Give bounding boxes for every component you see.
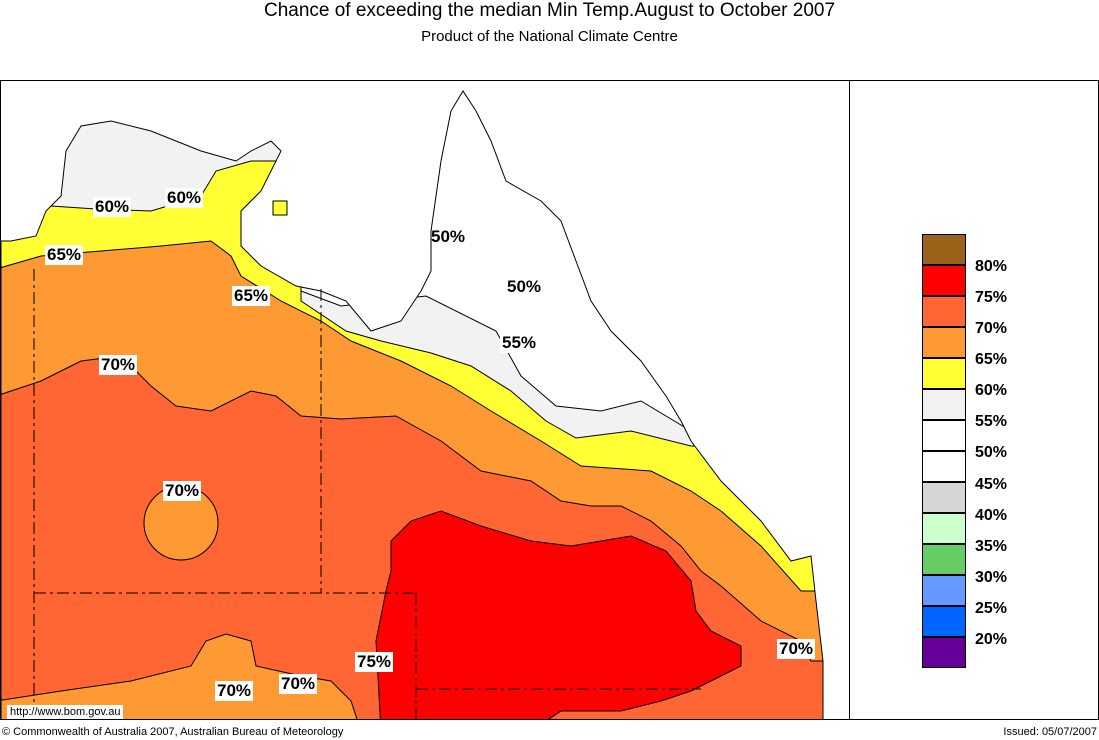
coastline [1,90,824,719]
issued-date: Issued: 05/07/2007 [1003,726,1097,738]
legend-panel: 80% 75% 70% 65% 60% 55% 50% 45% 40% 35% … [849,80,1099,720]
bom-url-link[interactable]: http://www.bom.gov.au [7,705,124,719]
legend-swatch [922,265,966,296]
legend-swatch [922,513,966,544]
contour-label: 60% [93,197,132,217]
legend-swatch [922,234,966,265]
state-borders [33,269,701,719]
legend-label: 40% [975,507,1008,524]
legend-label: 20% [975,631,1008,648]
contour-label: 65% [232,286,271,306]
contour-label: 50% [507,277,542,296]
contour-label: 70% [99,355,138,375]
legend-label: 25% [975,600,1008,617]
contour-label: 65% [45,245,84,265]
region-75pct [375,510,742,719]
contour-label: 50% [431,227,466,246]
legend-swatch [922,482,966,513]
legend-label: 55% [975,413,1008,430]
legend-label: 45% [975,476,1008,493]
contour-label: 70% [777,639,816,659]
legend-swatch [922,544,966,575]
contour-label: 75% [355,652,394,672]
legend-swatch [922,451,966,482]
copyright-text: © Commonwealth of Australia 2007, Austra… [2,726,344,738]
legend-label: 60% [975,382,1008,399]
contour-label: 60% [165,188,204,208]
legend-swatch [922,358,966,389]
contour-label: 55% [500,333,539,353]
tasmania-island-marker [272,200,288,216]
probability-map [1,90,824,719]
contour-label: 70% [215,681,254,701]
legend-swatch [922,327,966,358]
legend-label: 70% [975,320,1008,337]
legend-label: 35% [975,538,1008,555]
legend-label: 75% [975,289,1008,306]
legend-label: 80% [975,258,1008,275]
legend-swatch [922,296,966,327]
legend-label: 65% [975,351,1008,368]
legend-label: 50% [975,444,1008,461]
map-title: Chance of exceeding the median Min Temp.… [263,0,836,21]
contour-label: 70% [163,481,202,501]
legend-swatch [922,389,966,420]
legend-swatch [922,606,966,637]
map-subtitle: Product of the National Climate Centre [421,28,678,45]
map-area: 60% 60% 65% 65% 50% 50% 55% 70% 70% 75% … [0,80,850,720]
contour-label: 70% [279,674,318,694]
legend-swatch [922,575,966,606]
legend-swatch [922,637,966,668]
legend-label: 30% [975,569,1008,586]
legend-swatch [922,420,966,451]
